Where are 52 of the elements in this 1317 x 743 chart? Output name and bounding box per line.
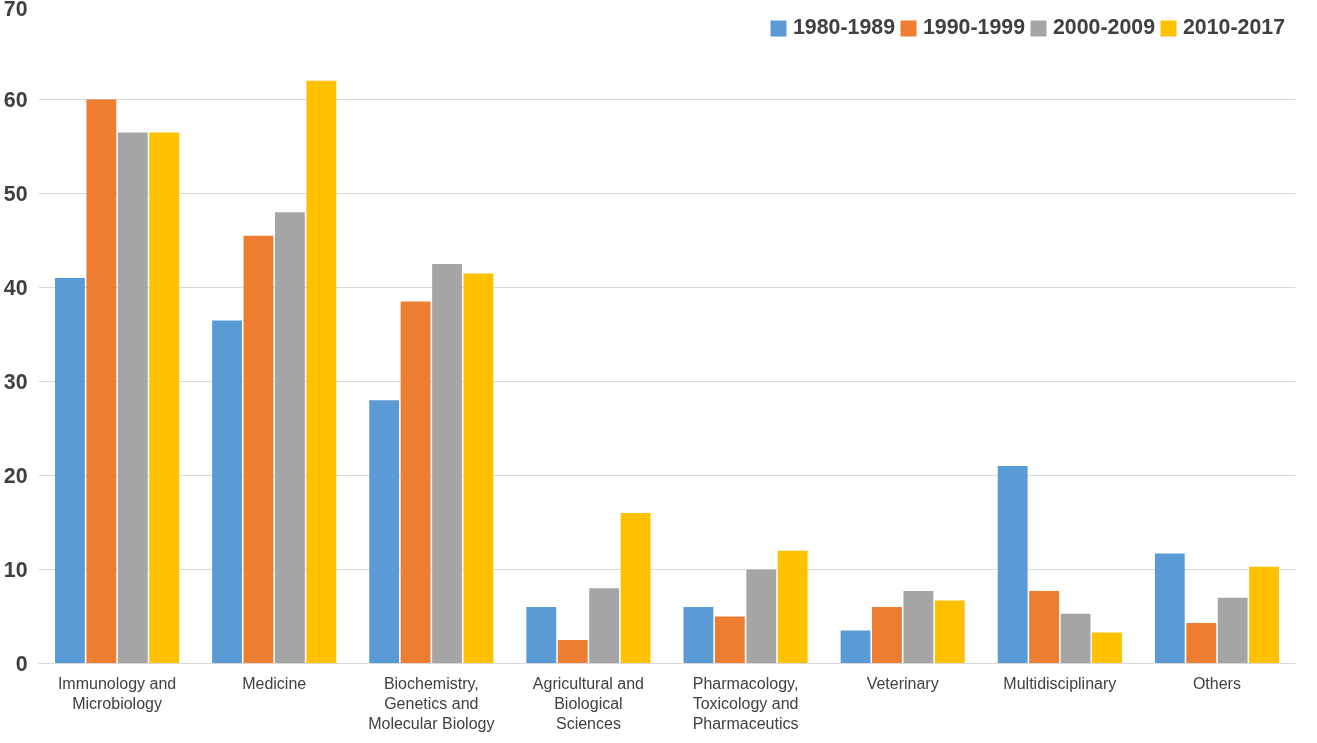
bar	[872, 607, 902, 664]
y-tick-label: 40	[3, 276, 28, 300]
bar	[1092, 632, 1122, 664]
y-tick-label: 50	[3, 182, 28, 206]
x-tick-label: Others	[1192, 674, 1241, 692]
bar	[903, 591, 934, 664]
x-tick-label: Veterinary	[866, 674, 939, 692]
bar	[149, 132, 180, 664]
bar	[117, 132, 148, 664]
bar	[777, 550, 808, 664]
x-tick-label: Medicine	[242, 674, 307, 692]
bar	[620, 513, 651, 664]
bar	[400, 301, 431, 664]
y-tick-label: 20	[3, 464, 28, 488]
legend-label: 2010-2017	[1183, 15, 1285, 40]
legend-label: 1980-1989	[793, 15, 895, 40]
bar	[589, 588, 620, 664]
bar	[212, 320, 242, 664]
bar	[526, 607, 557, 664]
bar	[1154, 553, 1185, 664]
bar	[997, 466, 1028, 664]
bar	[714, 616, 745, 664]
bar	[557, 640, 588, 664]
bar	[55, 278, 85, 664]
bar	[432, 264, 462, 664]
bar	[1029, 591, 1060, 664]
bar	[86, 99, 117, 664]
y-tick-label: 0	[15, 652, 28, 676]
bar	[274, 212, 305, 664]
bar	[683, 607, 714, 664]
bar	[369, 400, 400, 664]
bar	[746, 569, 777, 664]
x-tick-label: Immunology and Microbiology	[57, 674, 177, 712]
legend-label: 1990-1999	[923, 15, 1025, 40]
y-tick-label: 10	[3, 558, 28, 582]
x-tick-label: Agricultural and Biological Sciences	[532, 674, 645, 733]
bar	[243, 235, 274, 664]
bar	[840, 630, 871, 664]
y-tick-label: 60	[3, 88, 28, 112]
bar	[1249, 566, 1279, 664]
bar	[1060, 613, 1091, 664]
y-tick-label: 70	[3, 0, 28, 21]
x-tick-label: Pharmacology, Toxicology and Pharmaceutics	[692, 674, 799, 733]
bar	[1217, 597, 1248, 664]
y-tick-label: 30	[3, 370, 28, 394]
bar	[306, 80, 337, 664]
bar	[934, 600, 965, 664]
bar	[1186, 623, 1217, 664]
bar	[463, 273, 494, 664]
x-tick-label: Multidisciplinary	[1003, 674, 1117, 692]
x-tick-label: Biochemistry, Genetics and Molecular Biology	[368, 674, 495, 733]
legend-label: 2000-2009	[1053, 15, 1155, 40]
